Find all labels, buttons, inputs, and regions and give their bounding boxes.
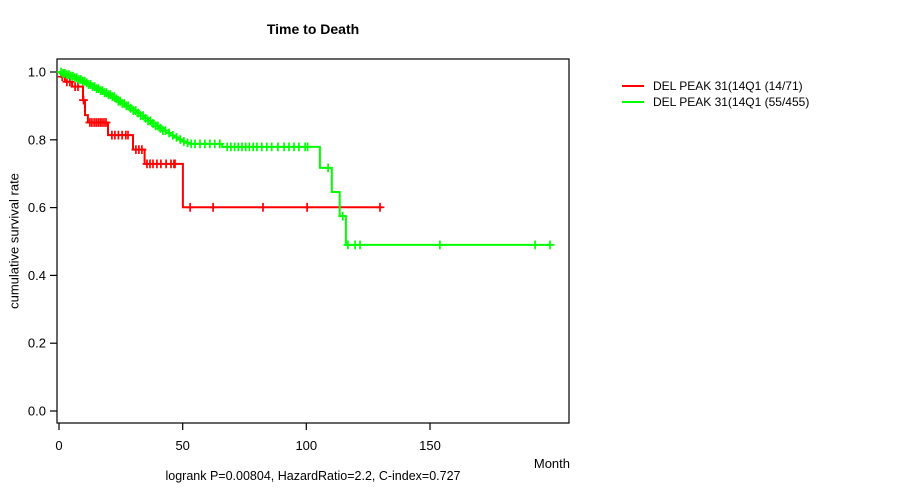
y-tick-label: 0.4: [28, 268, 46, 283]
x-tick-label: 150: [419, 438, 441, 453]
plot-box: [56, 58, 570, 424]
legend-item-green-group: DEL PEAK 31(14Q1 (55/455): [622, 94, 809, 110]
y-tick-label: 0.6: [28, 200, 46, 215]
x-tick-label: 50: [175, 438, 189, 453]
y-axis: 0.0 0.2 0.4 0.6 0.8 1.0: [28, 65, 57, 419]
y-tick-label: 0.2: [28, 336, 46, 351]
legend-line-green: [622, 101, 644, 103]
x-tick-label: 0: [55, 438, 62, 453]
chart-title: Time to Death: [266, 21, 360, 37]
censor-marks-green-group: [56, 67, 555, 250]
legend-item-red-group: DEL PEAK 31(14Q1 (14/71): [622, 78, 809, 94]
legend-line-red: [622, 85, 644, 87]
survival-curve-red-group: [59, 71, 382, 209]
x-tick-label: 100: [295, 438, 317, 453]
stats-annotation: logrank P=0.00804, HazardRatio=2.2, C-in…: [165, 469, 461, 483]
survival-curve-green-group: [59, 71, 552, 246]
x-axis: 0 50 100 150: [55, 423, 441, 453]
legend: DEL PEAK 31(14Q1 (14/71) DEL PEAK 31(14Q…: [622, 78, 809, 110]
y-tick-label: 1.0: [28, 65, 46, 80]
x-axis-title: Month: [533, 456, 570, 471]
legend-label-red-group: DEL PEAK 31(14Q1 (14/71): [653, 79, 803, 93]
y-tick-label: 0.8: [28, 132, 46, 147]
y-tick-label: 0.0: [28, 404, 46, 419]
legend-label-green-group: DEL PEAK 31(14Q1 (55/455): [653, 95, 810, 109]
